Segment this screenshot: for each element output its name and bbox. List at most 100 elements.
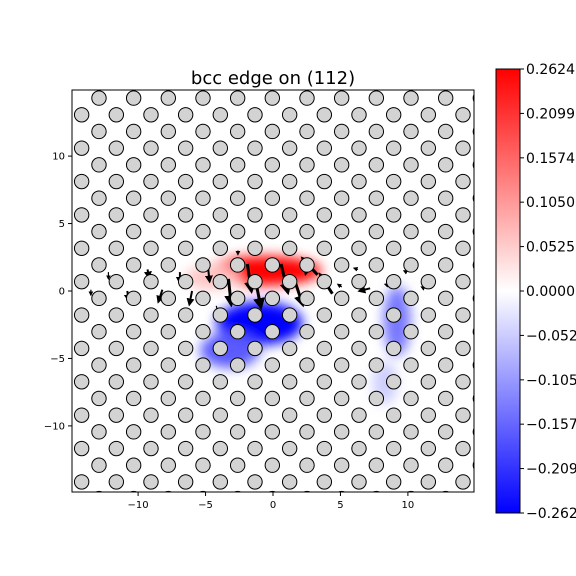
colorbar-ticks: 0.2624 0.2099 0.1574 0.1050 0.0525 0.0000 −0.0… [520,62,576,522]
atom [195,190,211,206]
atom [316,340,333,357]
atom [72,331,73,333]
atom [455,107,471,123]
atom [403,457,419,473]
atom [73,207,90,223]
atom [125,390,142,407]
atom [177,273,194,290]
displacement-arrow [336,283,343,289]
atom [455,307,471,323]
atom [437,257,454,273]
atom [472,193,474,203]
colorbar-tick-label: −0.2624 [526,506,576,522]
atom [372,490,381,492]
atom [420,440,437,457]
atom [73,474,90,490]
atom [420,173,437,190]
atom [368,90,385,106]
atom [403,223,419,240]
atom [316,173,333,190]
atom [281,207,298,223]
atom [125,357,142,373]
atom [385,440,402,457]
atom [316,374,333,390]
atom [125,90,142,106]
atom [420,340,437,357]
atom [229,290,246,307]
atom [229,324,246,340]
atom [264,424,281,440]
atom [385,207,402,223]
x-axis: −10 −5 0 5 10 [128,492,414,511]
atom [420,207,437,223]
x-tick-label: 5 [337,500,343,511]
atom [247,440,263,457]
atom [281,407,298,423]
atom [368,157,385,173]
colorbar-tick-label: 0.0525 [526,240,575,256]
atom [73,273,90,290]
atom [91,290,107,307]
atom [333,457,350,473]
atom [229,390,246,407]
atom [160,390,177,407]
atom [420,374,437,390]
atom [455,273,471,290]
atom [73,440,90,457]
atom [108,340,125,357]
atom [91,424,107,440]
atom [281,140,298,156]
atom [316,107,333,123]
atom [333,190,350,206]
atom [160,123,177,140]
atom [420,273,437,290]
atom [455,173,471,190]
atom [160,90,177,106]
atom [73,307,90,323]
atom [472,160,474,170]
atom [264,257,281,273]
atom [420,307,437,323]
colorbar-tick-label: −0.0525 [526,328,576,344]
atom [125,457,142,473]
atom [164,490,173,492]
atom [73,240,90,256]
atom [177,140,194,156]
atom [73,173,90,190]
atom [195,424,211,440]
atom [108,140,125,156]
atom [281,273,298,290]
x-tick-label: −5 [198,500,213,511]
atom [472,227,474,236]
atom [403,157,419,173]
atom-lattice [72,90,474,492]
atom [160,424,177,440]
atom [229,357,246,373]
atom [316,140,333,156]
atom [73,407,90,423]
atom [160,290,177,307]
atom [177,474,194,490]
atom [195,390,211,407]
atom [299,424,315,440]
atom [351,440,367,457]
atom [160,457,177,473]
atom [195,290,211,307]
colorbar-tick-label: 0.0000 [526,284,575,300]
atom [212,340,229,357]
atom [108,307,125,323]
atom [299,223,315,240]
atom [247,207,263,223]
atom [229,190,246,206]
atom [437,190,454,206]
atom [299,90,315,106]
atom [264,290,281,307]
atom [247,173,263,190]
atom [455,374,471,390]
atom [299,257,315,273]
atom [72,464,73,466]
y-tick-label: 10 [52,152,65,163]
field-negative-region [200,332,260,368]
atom [472,293,474,303]
atom [91,390,107,407]
